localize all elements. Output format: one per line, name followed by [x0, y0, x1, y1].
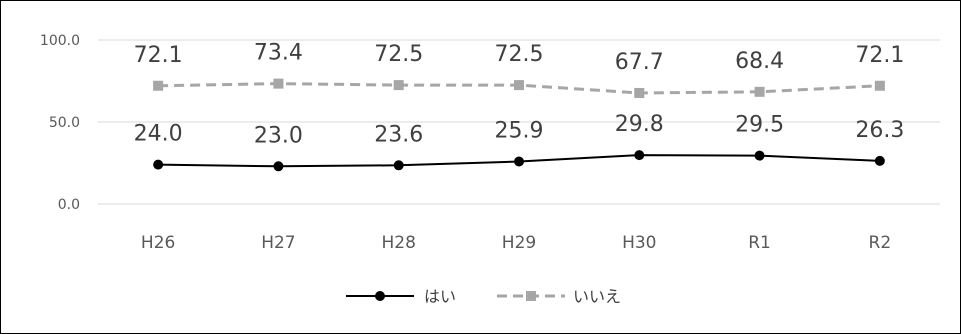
x-tick-label: H30	[622, 233, 656, 253]
data-point	[754, 150, 765, 161]
legend-label: はい	[424, 287, 456, 306]
x-tick-label: R2	[869, 233, 892, 253]
data-point	[393, 80, 404, 91]
x-axis-ticks: H26 H27 H28 H29 H30 R1 R2	[141, 233, 891, 253]
data-label: 23.6	[374, 122, 423, 147]
data-label: 24.0	[134, 122, 183, 147]
data-label: 72.5	[495, 42, 544, 67]
y-tick-label: 100.0	[40, 33, 80, 49]
y-tick-label: 0.0	[58, 197, 80, 213]
data-point	[874, 155, 885, 166]
gridlines	[98, 39, 940, 205]
data-point	[634, 87, 645, 98]
data-label: 72.1	[134, 43, 183, 68]
data-label: 67.7	[615, 50, 664, 75]
data-point	[273, 78, 284, 89]
y-axis-ticks: 0.0 50.0 100.0	[40, 33, 80, 213]
data-point	[634, 150, 645, 161]
data-point	[754, 86, 765, 97]
data-labels: 24.0 23.0 23.6 25.9 29.8 29.5 26.3 72.1 73.4 72.5…	[134, 41, 905, 149]
data-label: 72.5	[374, 42, 423, 67]
data-point	[153, 80, 164, 91]
data-label: 23.0	[254, 123, 303, 148]
x-tick-label: H29	[502, 233, 536, 253]
legend-label: いいえ	[573, 287, 621, 306]
y-tick-label: 50.0	[49, 115, 80, 131]
legend-marker	[526, 291, 536, 301]
x-tick-label: H28	[382, 233, 416, 253]
x-tick-label: H26	[141, 233, 175, 253]
x-tick-label: R1	[748, 233, 771, 253]
series-group	[153, 78, 885, 172]
data-point	[153, 159, 164, 170]
data-label: 73.4	[254, 41, 303, 66]
data-label: 72.1	[855, 43, 904, 68]
data-point	[514, 156, 524, 167]
x-tick-label: H27	[261, 233, 295, 253]
data-point	[273, 161, 284, 172]
data-label: 29.8	[615, 112, 664, 137]
legend: はい いいえ	[346, 287, 621, 306]
data-label: 26.3	[855, 118, 904, 143]
data-point	[874, 80, 885, 91]
legend-marker	[375, 291, 385, 301]
data-point	[514, 80, 524, 91]
data-point	[393, 160, 404, 171]
data-label: 68.4	[735, 49, 784, 74]
data-label: 29.5	[735, 113, 784, 138]
data-label: 25.9	[495, 119, 544, 144]
